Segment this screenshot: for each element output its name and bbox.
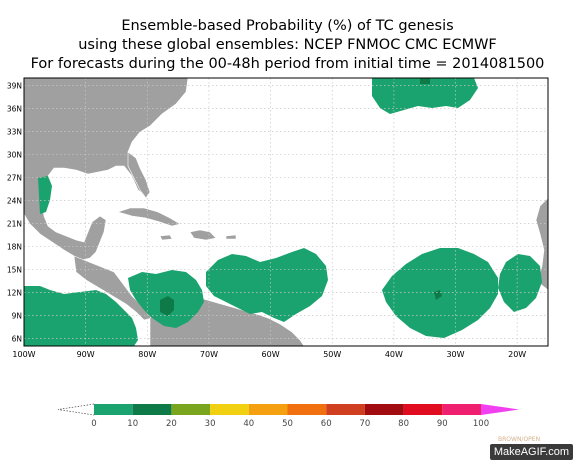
- lon-label: 100W: [12, 350, 35, 359]
- africa: [535, 197, 549, 291]
- colorbar-segment: [210, 404, 249, 415]
- lon-label: 30W: [446, 350, 464, 359]
- hispaniola: [189, 229, 217, 241]
- colorbar-label: 70: [359, 419, 370, 429]
- lat-label: 18N: [7, 242, 22, 251]
- colorbar-segment: [442, 404, 481, 415]
- lat-label: 30N: [7, 151, 22, 160]
- lat-lon-grid: [23, 78, 548, 346]
- lat-label: 24N: [7, 197, 22, 206]
- lat-label: 33N: [7, 128, 22, 137]
- cuba: [116, 207, 181, 227]
- lon-label: 90W: [77, 350, 95, 359]
- title-line-2: using these global ensembles: NCEP FNMOC…: [78, 37, 497, 53]
- prob-area-eastern-pacific: [24, 286, 138, 346]
- colorbar-segment: [248, 404, 288, 415]
- lon-label: 50W: [323, 350, 341, 359]
- lat-label: 6N: [12, 334, 22, 343]
- map-frame: [23, 77, 549, 347]
- lon-label: 20W: [508, 350, 526, 359]
- credit-text: BROWN/OPEN: [498, 436, 541, 443]
- lon-label: 60W: [262, 350, 280, 359]
- florida: [127, 151, 151, 199]
- title-line-3: For forecasts during the 00-48h period f…: [30, 56, 545, 72]
- prob-area-eastern-atlantic: [498, 254, 542, 312]
- colorbar-label: 0: [91, 419, 96, 429]
- prob-core-northeast: [420, 78, 430, 84]
- title-line-1: Ensemble-based Probability (%) of TC gen…: [121, 18, 454, 34]
- lat-label: 27N: [7, 174, 22, 183]
- lat-label: 12N: [7, 288, 22, 297]
- prob-core-south-caribbean: [160, 296, 174, 316]
- lon-label: 40W: [385, 350, 403, 359]
- latitude-labels: 39N 36N 33N 30N 27N 24N 21N 18N 15N 12N 9N 6N: [7, 82, 22, 344]
- colorbar-label: 10: [127, 419, 138, 429]
- colorbar-segment: [403, 404, 443, 415]
- colorbar-left-arrow: [57, 403, 95, 416]
- colorbar-segment: [364, 404, 404, 415]
- lat-label: 36N: [7, 105, 22, 114]
- prob-area-eastern-caribbean: [206, 248, 328, 322]
- lat-label: 39N: [7, 82, 22, 91]
- colorbar-label: 100: [473, 419, 489, 429]
- jamaica: [159, 234, 173, 241]
- colorbar: 0 10 20 30 40 50 60 70 80 90 100: [57, 403, 519, 429]
- longitude-labels: 100W 90W 80W 70W 60W 50W 40W 30W 20W: [12, 350, 526, 359]
- puerto-rico: [225, 234, 237, 240]
- colorbar-label: 60: [321, 419, 332, 429]
- colorbar-segment: [171, 404, 211, 415]
- colorbar-segment: [326, 404, 365, 415]
- colorbar-label: 50: [282, 419, 293, 429]
- lon-label: 80W: [138, 350, 156, 359]
- watermark: MakeAGIF.com: [489, 444, 573, 460]
- prob-area-western-gulf-coast: [38, 176, 52, 214]
- colorbar-segment: [287, 404, 327, 415]
- lat-label: 21N: [7, 219, 22, 228]
- lat-label: 15N: [7, 265, 22, 274]
- colorbar-label: 30: [205, 419, 216, 429]
- prob-area-off-us-northeast: [372, 78, 478, 114]
- lon-label: 70W: [200, 350, 218, 359]
- colorbar-label: 40: [243, 419, 254, 429]
- lat-label: 9N: [12, 311, 22, 320]
- colorbar-segment: [132, 404, 172, 415]
- colorbar-label: 90: [437, 419, 448, 429]
- colorbar-right-arrow: [481, 404, 519, 415]
- colorbar-label: 80: [398, 419, 409, 429]
- colorbar-label: 20: [166, 419, 177, 429]
- colorbar-segment: [94, 404, 133, 415]
